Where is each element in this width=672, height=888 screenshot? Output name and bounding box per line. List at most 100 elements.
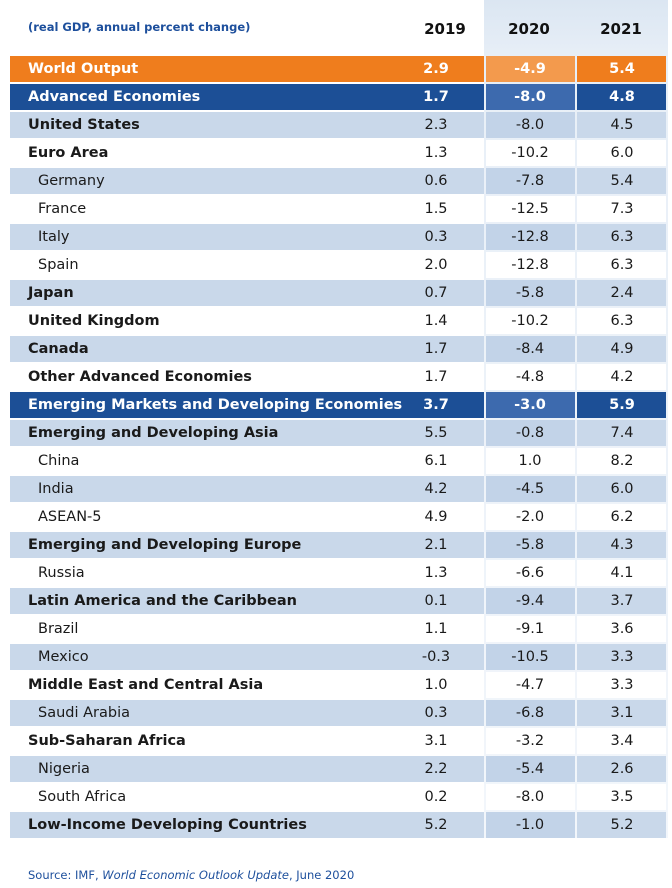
row-background (577, 560, 666, 586)
row-background (486, 532, 575, 558)
row-label: Sub-Saharan Africa (28, 733, 186, 749)
value-2020: -8.4 (515, 341, 545, 357)
row-background (486, 280, 575, 306)
row-background (486, 112, 575, 138)
row-background (10, 196, 484, 222)
row-label: Russia (38, 565, 85, 581)
value-2021: 4.1 (610, 565, 634, 581)
table-row: Middle East and Central Asia 1.0 -4.7 3.3 (10, 672, 666, 698)
value-2019: 4.2 (424, 481, 448, 497)
row-label: Latin America and the Caribbean (28, 593, 297, 609)
row-background (486, 700, 575, 726)
table-row: France 1.5 -12.5 7.3 (10, 196, 666, 222)
value-2020: -10.5 (511, 649, 549, 665)
column-header-2020: 2020 (508, 20, 550, 38)
table-row: Germany 0.6 -7.8 5.4 (10, 168, 666, 194)
value-2020: -5.8 (515, 285, 545, 301)
row-background (486, 476, 575, 502)
row-label: Japan (28, 285, 74, 301)
table-row: Mexico -0.3 -10.5 3.3 (10, 644, 666, 670)
value-2019: 5.2 (424, 817, 448, 833)
row-label: Italy (38, 229, 70, 245)
row-background (577, 756, 666, 782)
value-2019: 1.7 (423, 89, 449, 105)
row-background (577, 224, 666, 250)
value-2019: 2.0 (424, 257, 448, 273)
value-2020: -4.8 (515, 369, 545, 385)
value-2020: -2.0 (515, 509, 545, 525)
row-background (486, 224, 575, 250)
value-2020: -4.7 (515, 677, 545, 693)
value-2020: -9.1 (515, 621, 545, 637)
row-background (486, 420, 575, 446)
table-row: United Kingdom 1.4 -10.2 6.3 (10, 308, 666, 334)
table-row: Latin America and the Caribbean 0.1 -9.4 3.… (10, 588, 666, 614)
row-background (486, 756, 575, 782)
table-row: Sub-Saharan Africa 3.1 -3.2 3.4 (10, 728, 666, 754)
table-row: Emerging and Developing Asia 5.5 -0.8 7.4 (10, 420, 666, 446)
row-background (577, 644, 666, 670)
row-label: Middle East and Central Asia (28, 677, 264, 693)
row-background (486, 140, 575, 166)
row-background (486, 168, 575, 194)
row-background (577, 112, 666, 138)
table-row: Spain 2.0 -12.8 6.3 (10, 252, 666, 278)
value-2020: -4.9 (514, 61, 546, 77)
row-background (486, 504, 575, 530)
value-2021: 3.1 (610, 705, 634, 721)
row-background (577, 280, 666, 306)
row-background (10, 616, 484, 642)
row-background (10, 140, 484, 166)
row-background (486, 560, 575, 586)
row-background (10, 280, 484, 306)
value-2019: 0.7 (424, 285, 448, 301)
row-background (10, 588, 484, 614)
table-row: United States 2.3 -8.0 4.5 (10, 112, 666, 138)
row-background (577, 588, 666, 614)
value-2021: 6.3 (610, 257, 634, 273)
value-2020: -5.4 (515, 761, 545, 777)
source-suffix: , June 2020 (288, 868, 355, 882)
row-background (486, 336, 575, 362)
row-background (577, 616, 666, 642)
value-2020: 1.0 (518, 453, 542, 469)
value-2019: 1.0 (424, 677, 448, 693)
value-2021: 3.4 (610, 733, 634, 749)
source-publication: World Economic Outlook Update (102, 868, 289, 882)
row-label: Germany (38, 173, 105, 189)
value-2020: -1.0 (515, 817, 545, 833)
value-2020: -10.2 (511, 145, 549, 161)
row-background (486, 588, 575, 614)
value-2020: -3.2 (515, 733, 545, 749)
value-2021: 2.6 (610, 761, 634, 777)
row-label: Brazil (38, 621, 79, 637)
row-background (577, 196, 666, 222)
value-2021: 4.8 (609, 89, 635, 105)
value-2019: 2.3 (424, 117, 448, 133)
row-background (577, 448, 666, 474)
value-2020: -10.2 (511, 313, 549, 329)
table-row: Brazil 1.1 -9.1 3.6 (10, 616, 666, 642)
table-row: Italy 0.3 -12.8 6.3 (10, 224, 666, 250)
value-2021: 8.2 (610, 453, 634, 469)
row-background (577, 784, 666, 810)
row-label: United Kingdom (28, 313, 160, 329)
value-2020: -8.0 (514, 89, 546, 105)
value-2021: 5.2 (610, 817, 634, 833)
table-header: (real GDP, annual percent change) 2019 2… (10, 0, 666, 56)
row-background (10, 392, 484, 418)
value-2020: -12.5 (511, 201, 549, 217)
value-2021: 6.0 (610, 481, 634, 497)
row-background (486, 364, 575, 390)
row-background (10, 504, 484, 530)
row-background (486, 56, 575, 82)
value-2019: 0.1 (424, 593, 448, 609)
row-label: India (38, 481, 74, 497)
row-background (577, 168, 666, 194)
row-background (486, 644, 575, 670)
value-2019: 1.7 (424, 341, 448, 357)
table-row: South Africa 0.2 -8.0 3.5 (10, 784, 666, 810)
value-2021: 4.5 (610, 117, 634, 133)
row-background (577, 812, 666, 838)
row-label: World Output (28, 61, 139, 77)
